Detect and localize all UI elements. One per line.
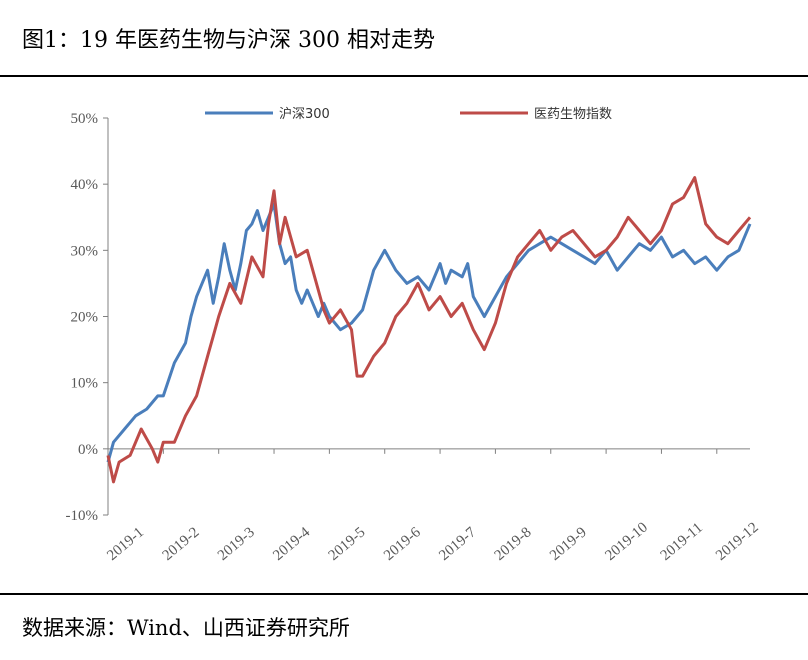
x-tick-label: 2019-6: [381, 524, 424, 564]
x-tick-label: 2019-9: [547, 524, 590, 564]
line-chart: -10% 0% 10% 20% 30% 40% 50% 2019-1 2019-2 2019-3…: [66, 106, 762, 564]
y-tick-label: 0%: [78, 442, 98, 458]
legend-label: 医药生物指数: [534, 107, 612, 122]
x-tick-label: 2019-10: [602, 520, 651, 564]
y-tick-label: 50%: [71, 111, 99, 127]
x-tick-label: 2019-8: [492, 524, 535, 564]
x-tick-group: 2019-1 2019-2 2019-3 2019-4 2019-5 2019-6 2019…: [104, 448, 762, 564]
legend-label: 沪深300: [279, 106, 330, 122]
y-tick-label: 40%: [71, 177, 99, 193]
x-tick-label: 2019-3: [215, 524, 258, 564]
x-tick-label: 2019-4: [270, 524, 313, 564]
y-tick-group: -10% 0% 10% 20% 30% 40% 50%: [66, 111, 108, 524]
x-tick-label: 2019-12: [713, 520, 762, 564]
y-tick-label: 20%: [71, 310, 99, 326]
series-line-hs300: [106, 202, 752, 463]
x-tick-label: 2019-7: [436, 524, 479, 564]
series-group: [106, 176, 752, 484]
bottom-rule: [0, 593, 808, 595]
x-tick-label: 2019-2: [160, 524, 203, 564]
y-tick-label: -10%: [66, 508, 99, 524]
data-source-note: 数据来源：Wind、山西证券研究所: [22, 616, 350, 640]
y-tick-label: 10%: [71, 376, 99, 392]
x-tick-label: 2019-5: [326, 524, 369, 564]
x-tick-label: 2019-1: [104, 524, 147, 564]
figure-title: 图1：19 年医药生物与沪深 300 相对走势: [22, 28, 435, 53]
series-line-pharma: [106, 176, 752, 484]
top-rule: [0, 75, 808, 77]
x-tick-label: 2019-11: [658, 520, 706, 564]
legend: 沪深300 医药生物指数: [205, 106, 612, 122]
y-tick-label: 30%: [71, 243, 99, 259]
